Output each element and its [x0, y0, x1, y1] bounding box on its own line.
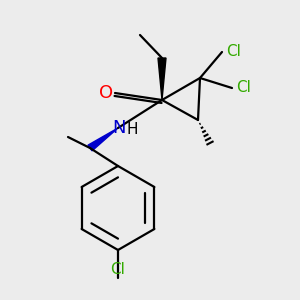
Text: Cl: Cl: [226, 44, 242, 59]
Text: N: N: [112, 119, 126, 137]
Text: O: O: [99, 84, 113, 102]
Polygon shape: [158, 58, 166, 100]
Polygon shape: [88, 128, 118, 151]
Text: Cl: Cl: [111, 262, 125, 278]
Text: Cl: Cl: [237, 80, 251, 95]
Text: H: H: [126, 122, 138, 137]
